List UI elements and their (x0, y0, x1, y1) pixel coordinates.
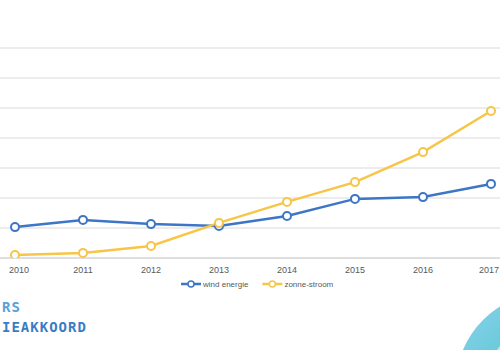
series-marker (419, 193, 427, 201)
grid-line (0, 168, 500, 169)
series-marker (487, 107, 495, 115)
x-tick-label: 2016 (413, 265, 433, 275)
series-marker (487, 180, 495, 188)
grid-line (0, 78, 500, 79)
series-marker (351, 178, 359, 186)
legend-swatch (269, 281, 275, 287)
series-line (15, 184, 491, 227)
grid-line (0, 228, 500, 229)
series-marker (11, 251, 19, 258)
series-marker (215, 219, 223, 227)
decoration (456, 293, 500, 350)
x-tick-label: 2017 (479, 265, 499, 275)
chart-root: 2010 2011 2012 2013 2014 2015 2016 2017 wind ene… (0, 0, 500, 350)
x-axis-line (0, 258, 500, 259)
decoration (486, 323, 500, 350)
legend: wind energie zonne-stroom (181, 280, 334, 289)
series-marker (147, 220, 155, 228)
grid-line (0, 48, 500, 49)
series-marker (419, 148, 427, 156)
x-tick-label: 2012 (141, 265, 161, 275)
series-marker (79, 216, 87, 224)
logo-text: RS (2, 299, 21, 315)
legend-label: zonne-stroom (284, 280, 333, 289)
x-tick-label: 2010 (9, 265, 29, 275)
series-marker (79, 249, 87, 257)
series-marker (147, 242, 155, 250)
legend-label: wind energie (202, 280, 249, 289)
x-tick-label: 2014 (277, 265, 297, 275)
x-tick-label: 2011 (73, 265, 92, 275)
grid-line (0, 138, 500, 139)
x-tick-label: 2015 (345, 265, 365, 275)
plot-area (11, 107, 495, 258)
series-marker (11, 223, 19, 231)
logo-text: IEAKKOORD (2, 319, 87, 335)
chart-svg: 2010 2011 2012 2013 2014 2015 2016 2017 wind ene… (0, 0, 500, 350)
x-tick-label: 2013 (209, 265, 229, 275)
series-marker (283, 212, 291, 220)
grid-line (0, 108, 500, 109)
series-marker (283, 198, 291, 206)
series-line (15, 111, 491, 255)
legend-swatch (188, 281, 194, 287)
series-marker (351, 195, 359, 203)
